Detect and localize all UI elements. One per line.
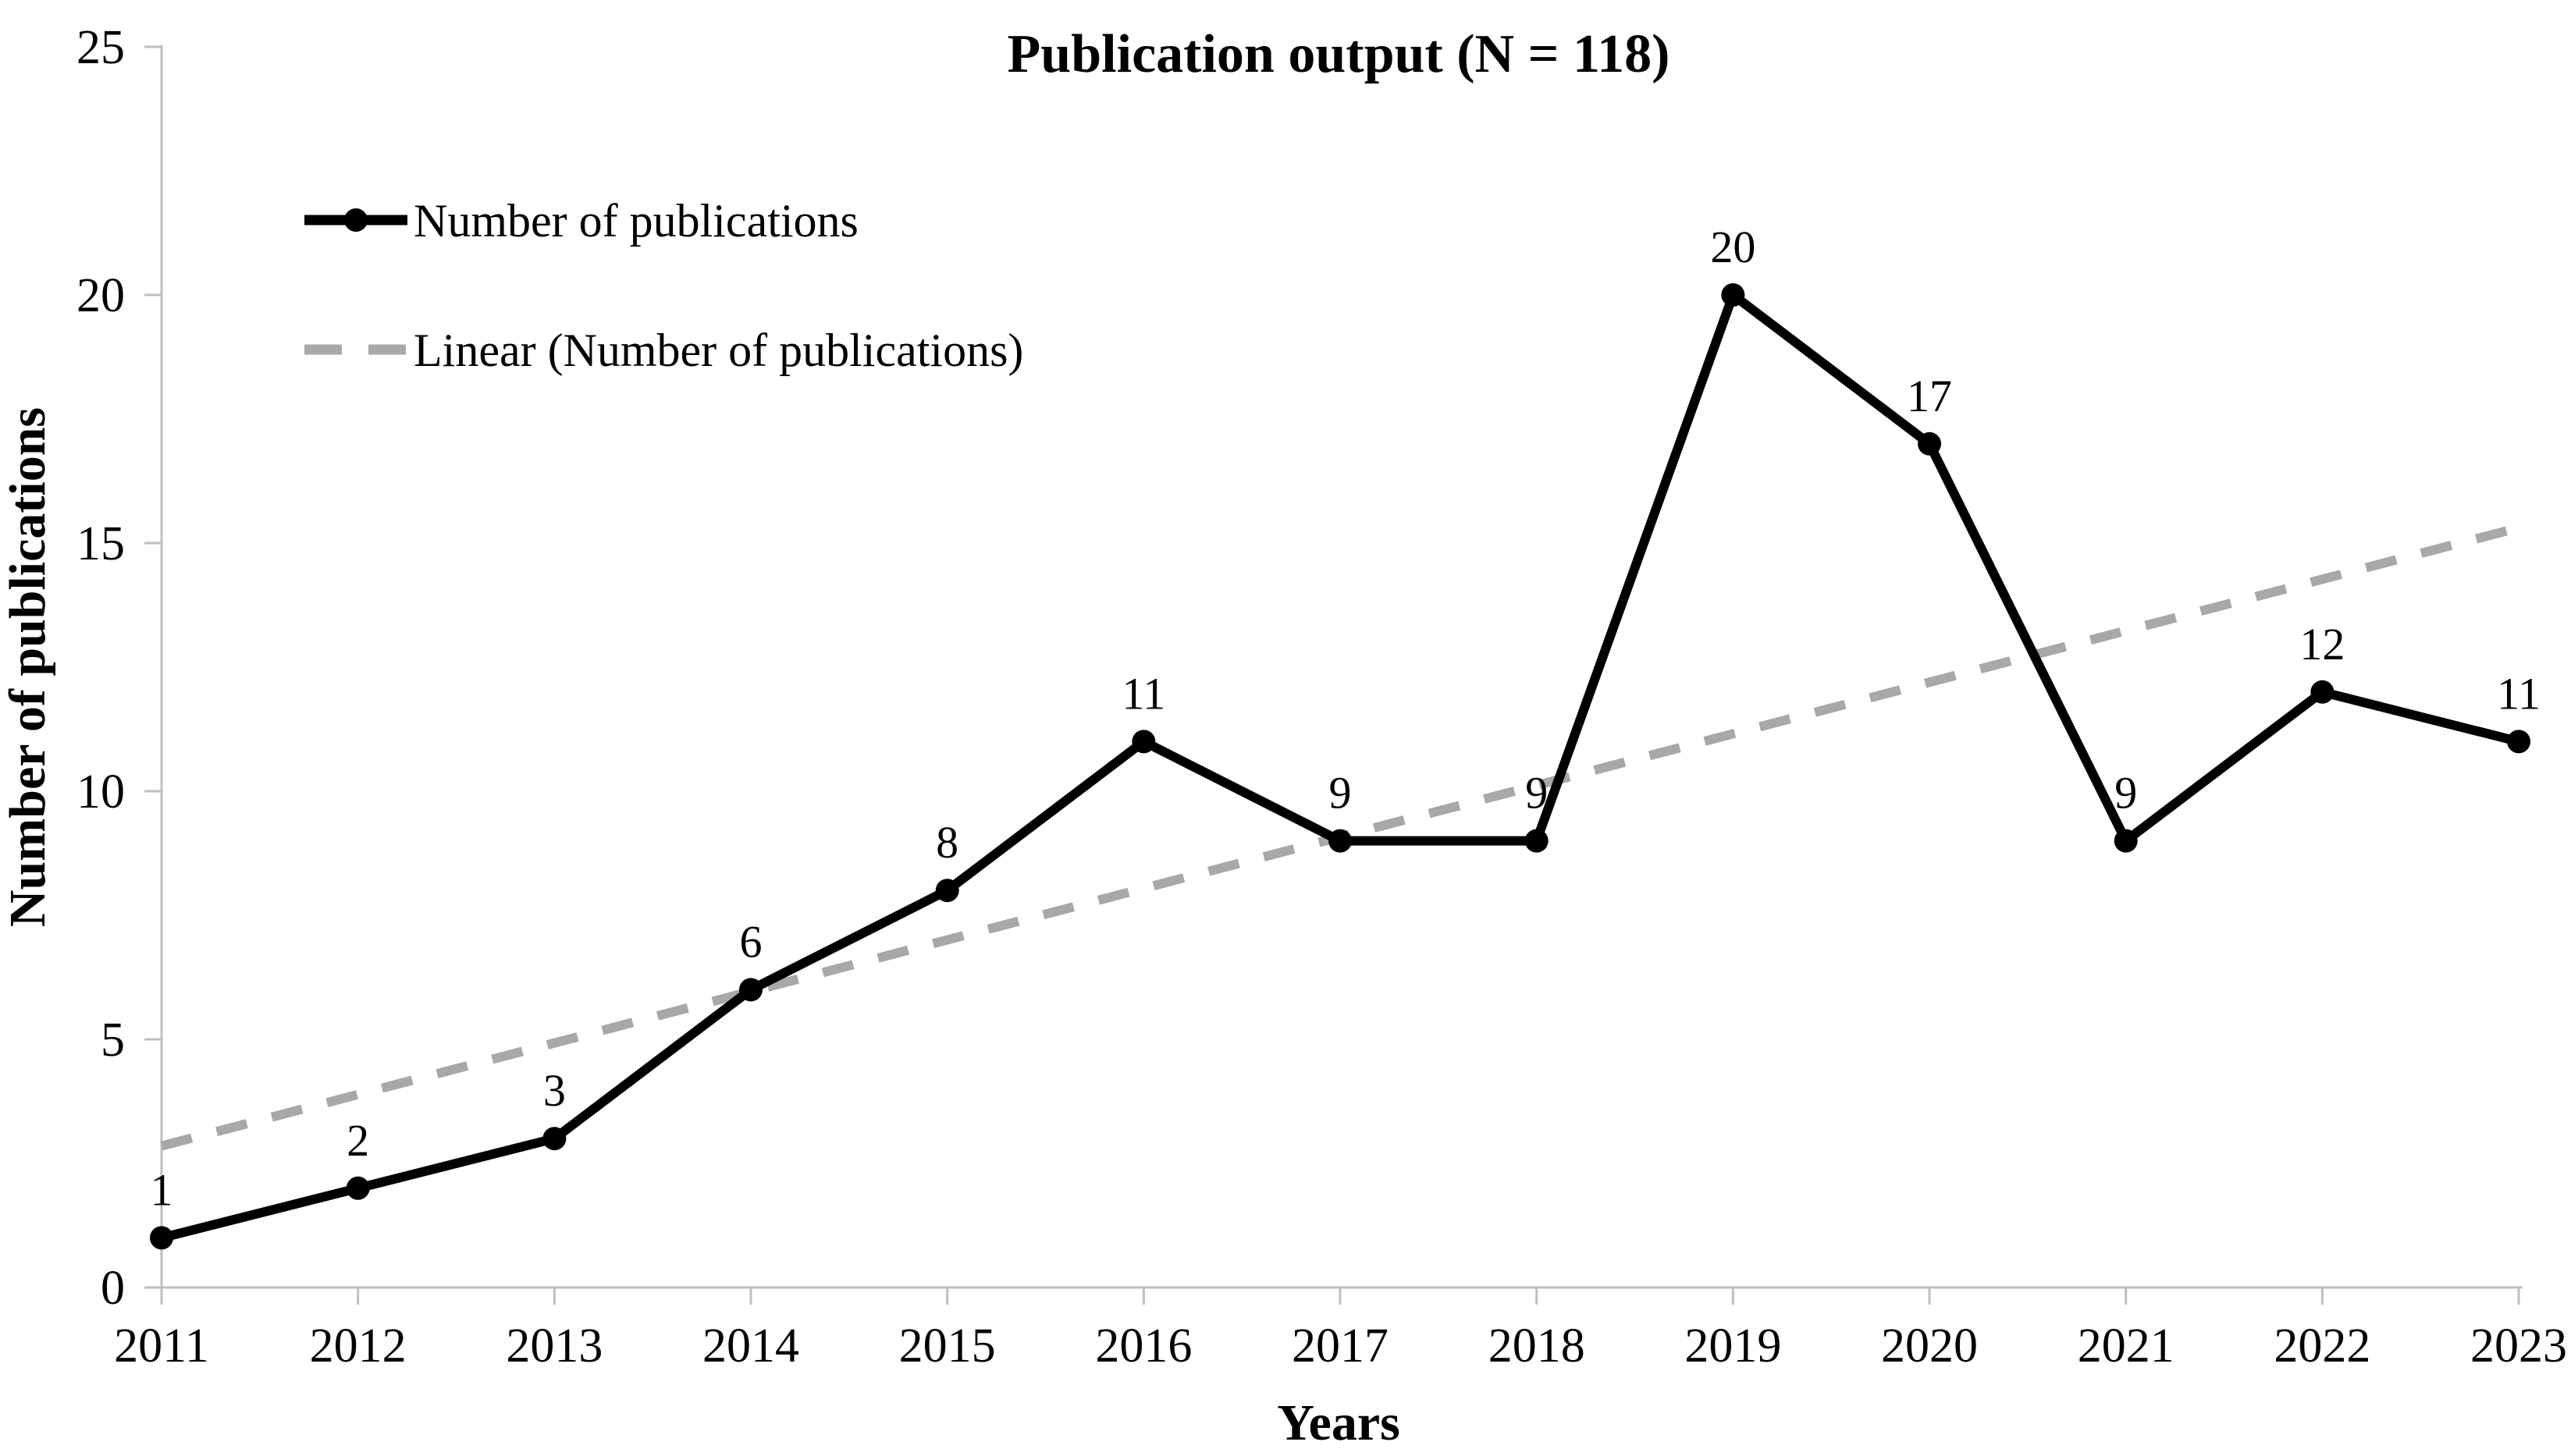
legend: Number of publications Linear (Number of… xyxy=(304,195,1023,376)
data-point-marker xyxy=(542,1127,567,1151)
y-tick-label: 5 xyxy=(101,1014,125,1067)
data-point-label: 9 xyxy=(2114,768,2137,819)
data-point-label: 8 xyxy=(936,817,958,868)
data-point-label: 12 xyxy=(2299,619,2345,669)
data-point-marker xyxy=(2507,730,2531,754)
x-tick-label: 2020 xyxy=(1881,1319,1978,1373)
legend-key-marker-publications xyxy=(344,208,368,232)
data-point-label: 20 xyxy=(1710,222,1755,272)
x-tick-label: 2018 xyxy=(1488,1319,1585,1373)
data-point-label: 6 xyxy=(740,916,763,967)
x-tick-label: 2015 xyxy=(899,1319,996,1373)
y-tick-label: 0 xyxy=(101,1262,125,1315)
data-point-marker xyxy=(1721,283,1745,307)
data-point-marker xyxy=(2310,680,2335,704)
x-tick-label: 2016 xyxy=(1095,1319,1192,1373)
x-tick-label: 2021 xyxy=(2078,1319,2175,1373)
data-point-marker xyxy=(935,879,959,903)
data-point-marker xyxy=(1918,431,1942,456)
y-tick-label: 20 xyxy=(76,269,125,322)
data-point-marker xyxy=(150,1226,173,1250)
chart-title: Publication output (N = 118) xyxy=(1008,24,1670,84)
data-point-label: 11 xyxy=(2497,668,2541,719)
publications-line xyxy=(157,290,2524,1243)
data-point-label: 1 xyxy=(151,1164,173,1215)
y-tick-label: 15 xyxy=(76,517,125,570)
data-point-marker xyxy=(1132,730,1156,754)
data-point-marker xyxy=(1328,829,1353,853)
legend-label-trendline: Linear (Number of publications) xyxy=(414,325,1023,376)
x-axis-title: Years xyxy=(1277,1394,1400,1451)
data-point-label: 11 xyxy=(1122,668,1165,719)
legend-label-publications: Number of publications xyxy=(414,195,859,247)
x-tick-label: 2013 xyxy=(506,1319,603,1373)
data-point-marker xyxy=(739,978,763,1002)
data-point-marker xyxy=(2114,829,2138,853)
y-axis-title: Number of publications xyxy=(0,407,56,927)
data-point-label: 17 xyxy=(1907,371,1952,421)
y-tick-label: 10 xyxy=(76,765,125,819)
data-point-label: 9 xyxy=(1525,768,1548,819)
data-point-marker xyxy=(346,1176,370,1200)
x-tick-label: 2011 xyxy=(114,1319,209,1373)
x-tick-label: 2017 xyxy=(1292,1319,1389,1373)
data-point-marker xyxy=(1524,829,1549,853)
x-tick-label: 2023 xyxy=(2470,1319,2567,1373)
data-point-label: 2 xyxy=(347,1115,369,1166)
x-tick-label: 2022 xyxy=(2274,1319,2370,1373)
x-tick-label: 2019 xyxy=(1684,1319,1781,1373)
x-tick-label: 2012 xyxy=(310,1319,407,1373)
publications-series xyxy=(150,283,2531,1250)
data-point-label: 9 xyxy=(1329,768,1352,819)
y-tick-label: 25 xyxy=(76,21,125,74)
data-point-label: 3 xyxy=(543,1065,566,1116)
x-tick-label: 2014 xyxy=(702,1319,799,1373)
